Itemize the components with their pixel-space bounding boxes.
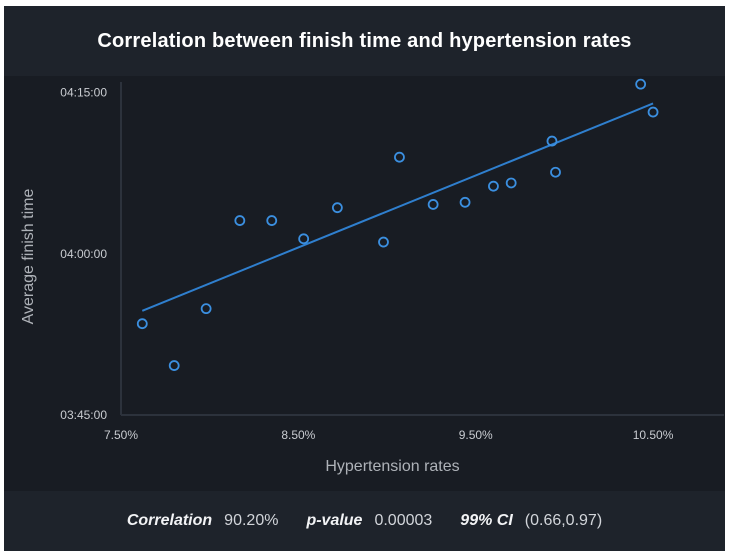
data-point	[647, 106, 659, 118]
x-tick-label: 10.50%	[633, 428, 674, 442]
y-axis-title: Average finish time	[20, 189, 37, 325]
data-point	[488, 180, 499, 192]
data-point	[266, 215, 278, 226]
ci-label: 99% CI	[460, 512, 513, 529]
data-point	[635, 78, 647, 90]
data-point	[298, 233, 310, 245]
data-point	[378, 236, 389, 248]
correlation-value: 90.20%	[224, 512, 279, 529]
chart-panel: Correlation between finish time and hype…	[4, 6, 725, 551]
plot-area: 7.50% 8.50% 9.50% 10.50% 04:15:00 04:00:00 03:…	[4, 76, 725, 491]
trend-line	[141, 102, 654, 312]
data-point	[546, 135, 558, 147]
data-point	[136, 318, 148, 330]
stats-bar: Correlation 90.20% p-value 0.00003 99% C…	[4, 491, 725, 551]
scatter-plot: 7.50% 8.50% 9.50% 10.50% 04:15:00 04:00:00 03:…	[20, 78, 724, 475]
y-tick-label: 03:45:00	[60, 408, 107, 422]
chart-title: Correlation between finish time and hype…	[97, 29, 632, 52]
stat-ci: 99% CI (0.66,0.97)	[460, 512, 602, 530]
data-point	[234, 215, 246, 226]
title-bar: Correlation between finish time and hype…	[4, 6, 725, 76]
data-point	[505, 177, 517, 189]
data-point	[331, 202, 343, 214]
data-point	[427, 199, 439, 210]
ci-value: (0.66,0.97)	[524, 512, 603, 529]
stat-correlation: Correlation 90.20%	[127, 512, 279, 530]
x-tick-label: 8.50%	[281, 428, 315, 442]
data-point	[168, 360, 180, 371]
data-point	[394, 151, 405, 163]
x-tick-label: 9.50%	[459, 428, 493, 442]
x-axis-title: Hypertension rates	[325, 458, 459, 475]
correlation-label: Correlation	[126, 512, 213, 529]
stat-pvalue: p-value 0.00003	[306, 512, 432, 530]
y-tick-label: 04:15:00	[60, 86, 107, 100]
x-tick-label: 7.50%	[104, 428, 138, 442]
data-point	[200, 303, 212, 315]
data-point	[550, 166, 561, 178]
pvalue-label: p-value	[306, 512, 363, 529]
y-tick-label: 04:00:00	[60, 247, 107, 261]
data-point	[459, 196, 471, 208]
pvalue-value: 0.00003	[374, 512, 433, 529]
